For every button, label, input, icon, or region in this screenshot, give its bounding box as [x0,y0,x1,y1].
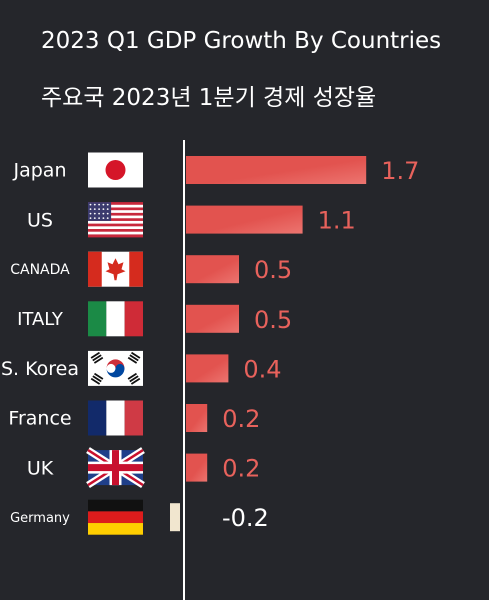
italy-flag-icon [88,301,143,337]
value-label: 0.5 [254,256,292,284]
canada-flag-icon [88,251,143,287]
country-label: ITALY [17,309,64,330]
bar [186,304,239,333]
value-label: 1.1 [318,207,356,235]
bar [186,156,367,184]
japan-flag-icon [88,152,143,188]
us-flag-icon [88,202,143,238]
country-label: Japan [13,160,67,182]
uk-flag-icon [86,447,145,489]
south-korea-flag-icon [88,350,143,386]
france-flag-icon [88,400,143,436]
value-label: 0.5 [254,306,292,334]
country-label: S. Korea [1,358,79,380]
value-label: 0.2 [222,455,260,483]
chart-title: 2023 Q1 GDP Growth By Countries [41,28,442,54]
value-label: -0.2 [222,504,269,532]
bar [186,205,303,234]
country-label: CANADA [10,262,70,278]
value-label: 1.7 [381,157,419,185]
chart-subtitle: 주요국 2023년 1분기 경제 성장율 [41,85,377,111]
country-label: US [27,209,53,231]
value-label: 0.2 [222,405,260,433]
bar [186,255,239,284]
bar [170,503,180,532]
germany-flag-icon [88,499,143,535]
bar [186,404,208,432]
bar [186,453,208,482]
country-label: France [8,408,71,430]
country-label: Germany [10,511,70,526]
value-label: 0.4 [243,355,281,383]
country-label: UK [27,457,54,479]
bar [186,354,229,383]
